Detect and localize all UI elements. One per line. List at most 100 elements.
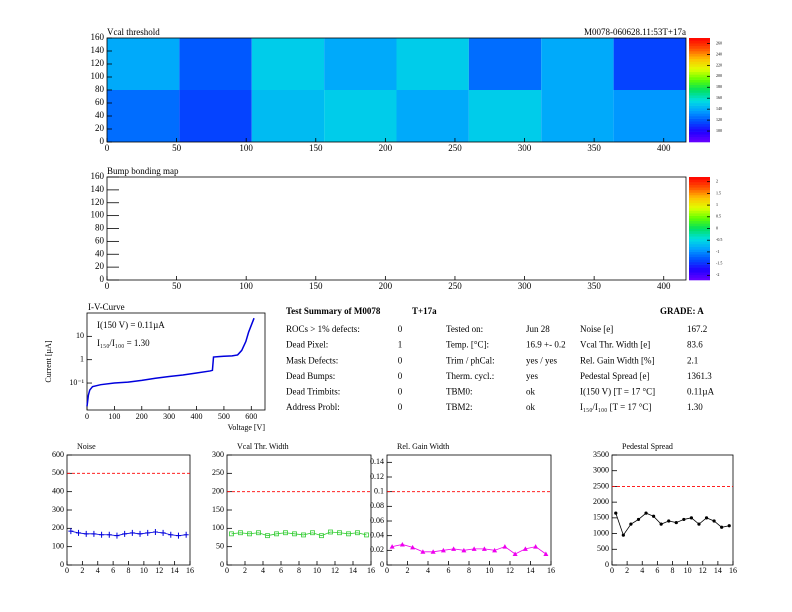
marker <box>512 551 518 556</box>
marker <box>68 528 74 535</box>
marker <box>399 541 405 547</box>
roc-cell <box>179 90 252 142</box>
colorbar-cell <box>689 272 710 276</box>
marker <box>355 530 360 536</box>
marker <box>636 517 641 522</box>
y-axis-label: Current [µA] <box>44 340 53 382</box>
x-tick-label: 50 <box>172 281 182 291</box>
colorbar-cell <box>689 236 710 240</box>
y-tick-label: 10⁻¹ <box>69 378 84 387</box>
colorbar-cell <box>689 56 710 60</box>
y-tick-label: 1500 <box>593 513 609 522</box>
marker <box>420 549 426 554</box>
colorbar-cell <box>689 79 710 83</box>
x-tick-label: 6 <box>111 566 115 575</box>
y-tick-label: 300 <box>52 505 64 514</box>
roc-cell <box>468 90 542 142</box>
y-tick-label: 600 <box>52 450 64 459</box>
y-tick-label: 0.1 <box>374 486 384 495</box>
x-tick-label: 0 <box>105 281 110 291</box>
colorbar-cell <box>689 233 710 237</box>
marker <box>91 530 97 537</box>
x-tick-label: 10 <box>684 566 692 575</box>
x-tick-label: 100 <box>108 412 120 421</box>
data-line <box>70 530 187 537</box>
y-tick-label: 0 <box>100 136 105 146</box>
summary-value: 167.2 <box>687 324 707 334</box>
x-tick-label: 100 <box>239 281 253 291</box>
summary-label: TBM0: <box>446 386 473 396</box>
x-tick-label: 14 <box>171 566 179 575</box>
x-tick-label: 6 <box>279 566 283 575</box>
x-tick-label: 250 <box>448 281 462 291</box>
marker <box>145 529 151 536</box>
marker <box>129 529 135 536</box>
x-tick-label: 4 <box>426 566 430 575</box>
y-tick-label: 0 <box>220 560 224 569</box>
colorbar-cell <box>689 254 710 258</box>
x-tick-label: 300 <box>163 412 175 421</box>
summary-label: Therm. cycl.: <box>446 371 494 381</box>
colorbar-cell <box>689 136 710 140</box>
colorbar-cell <box>689 177 710 180</box>
colorbar-tick-label: 2 <box>716 179 718 184</box>
y-tick-label: 140 <box>91 45 105 55</box>
x-tick-label: 600 <box>245 412 257 421</box>
roc-cell <box>324 38 397 90</box>
roc-cell <box>396 90 469 142</box>
y-tick-label: 0.08 <box>370 501 384 510</box>
summary-label: Pedestal Spread [e] <box>580 371 649 381</box>
x-tick-label: 200 <box>379 281 393 291</box>
marker <box>659 522 663 526</box>
colorbar-cell <box>689 84 710 88</box>
colorbar-tick-label: 160 <box>716 95 722 100</box>
y-tick-label: 160 <box>91 32 105 42</box>
grade: GRADE: A <box>660 306 704 316</box>
summary-value: yes / yes <box>526 355 557 365</box>
marker <box>727 524 731 528</box>
colorbar-cell <box>689 90 710 93</box>
x-tick-label: 0 <box>385 566 389 575</box>
colorbar-tick-label: 240 <box>716 51 722 56</box>
x-tick-label: 16 <box>547 566 555 575</box>
marker <box>440 547 446 553</box>
summary-label: I(150 V) [T = 17 °C] <box>580 386 655 396</box>
marker <box>522 546 528 551</box>
y-tick-label: 40 <box>95 248 105 258</box>
y-tick-label: 2000 <box>593 497 609 506</box>
roc-cell <box>541 38 614 90</box>
marker <box>651 514 656 518</box>
colorbar-cell <box>689 202 710 206</box>
colorbar-cell <box>689 92 710 96</box>
summary-value: 1 <box>398 340 403 350</box>
colorbar-tick-label: 260 <box>716 40 722 45</box>
y-tick-label: 500 <box>52 468 64 477</box>
colorbar-cell <box>689 269 710 273</box>
plot-title: I-V-Curve <box>88 302 125 312</box>
x-tick-label: 200 <box>379 143 393 153</box>
colorbar-cell <box>689 118 710 122</box>
summary-value: 0 <box>398 355 403 365</box>
plot-title: Vcal Thr. Width <box>237 442 289 451</box>
colorbar-cell <box>689 103 710 106</box>
data-line <box>392 544 547 555</box>
x-tick-label: 2 <box>80 566 84 575</box>
y-tick-label: 160 <box>91 171 105 181</box>
marker <box>292 531 297 537</box>
colorbar-cell <box>689 218 710 222</box>
roc-cell <box>251 90 325 142</box>
colorbar-cell <box>689 225 710 229</box>
marker <box>389 544 395 549</box>
colorbar-cell <box>689 61 710 65</box>
colorbar-cell <box>689 210 710 214</box>
marker <box>183 531 189 538</box>
colorbar-cell <box>689 74 710 78</box>
x-tick-label: 16 <box>186 566 194 575</box>
colorbar-cell <box>689 69 710 73</box>
x-tick-label: 10 <box>140 566 148 575</box>
summary-tag: T+17a <box>412 306 437 316</box>
colorbar-tick-label: 0 <box>716 225 718 230</box>
colorbar-tick-label: 200 <box>716 73 722 78</box>
data-line <box>615 512 730 537</box>
colorbar-cell <box>689 129 710 132</box>
